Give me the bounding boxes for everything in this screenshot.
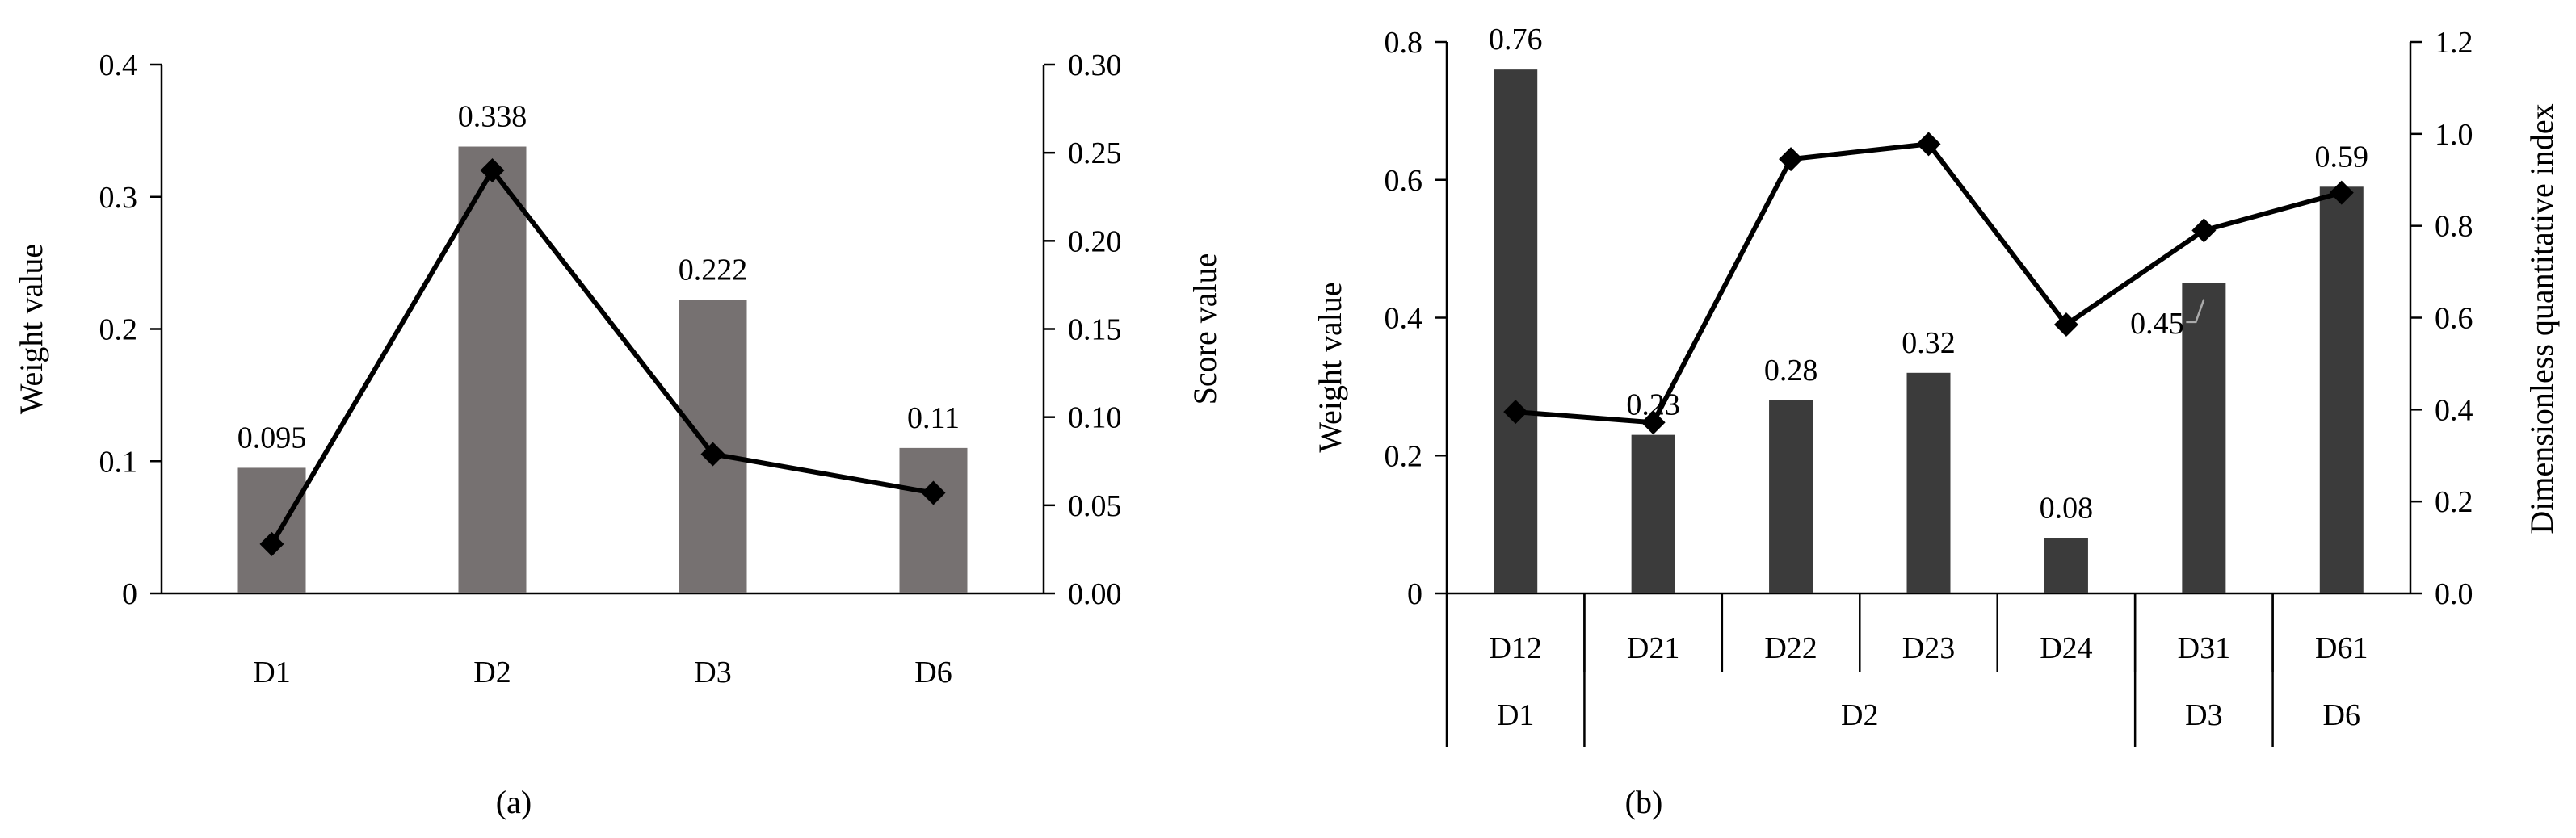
index-marker bbox=[2329, 180, 2354, 205]
caption-b: (b) bbox=[1625, 784, 1663, 820]
right-tick-label: 0.10 bbox=[1068, 401, 1122, 435]
right-tick-label: 0.8 bbox=[2435, 210, 2473, 244]
score-marker bbox=[480, 158, 505, 182]
bar bbox=[2182, 283, 2226, 593]
label-leader-line bbox=[2186, 299, 2205, 324]
right-tick-label: 0.05 bbox=[1068, 489, 1122, 523]
right-tick-label: 0.30 bbox=[1068, 48, 1122, 82]
right-axis-title: Dimensionless quantitative index bbox=[2523, 103, 2560, 534]
right-tick-label: 0.00 bbox=[1068, 577, 1122, 611]
score-marker bbox=[259, 531, 284, 556]
bar-data-label: 0.222 bbox=[679, 253, 748, 287]
right-tick-label: 0.25 bbox=[1068, 136, 1122, 170]
chart-a: 0 0.1 0.2 0.3 0.4 0.00 0.05 0.10 0.15 0.20 0.25 0.3… bbox=[13, 48, 1223, 820]
x-tick-label: D61 bbox=[2315, 631, 2368, 665]
right-tick-label: 0.0 bbox=[2435, 577, 2473, 611]
left-axis-title: Weight value bbox=[13, 244, 49, 414]
bar bbox=[899, 447, 968, 593]
x-tick-label: D2 bbox=[473, 656, 511, 689]
group-label: D6 bbox=[2323, 698, 2360, 732]
right-tick-label: 1.0 bbox=[2435, 118, 2473, 152]
score-marker bbox=[700, 442, 725, 467]
right-tick-label: 0.15 bbox=[1068, 313, 1122, 347]
index-marker bbox=[1503, 400, 1528, 425]
x-tick-label: D24 bbox=[2040, 631, 2092, 665]
index-marker bbox=[1641, 410, 1666, 435]
left-tick-label: 0.3 bbox=[99, 181, 138, 215]
bar bbox=[458, 146, 527, 593]
x-tick-label: D31 bbox=[2178, 631, 2230, 665]
bar-data-label: 0.338 bbox=[458, 100, 527, 134]
index-marker bbox=[2191, 218, 2217, 243]
bar-data-label: 0.32 bbox=[1902, 326, 1956, 360]
right-tick-label: 0.6 bbox=[2435, 302, 2473, 336]
index-marker bbox=[2053, 312, 2078, 337]
score-line bbox=[269, 168, 935, 546]
chart-b: 0 0.2 0.4 0.6 0.8 0.0 0.2 0.4 0.6 0.8 1.0 1.2 D1 D2 D3… bbox=[1312, 23, 2560, 820]
right-tick-label: 1.2 bbox=[2435, 26, 2473, 60]
index-marker bbox=[1779, 147, 1804, 172]
x-tick-label: D12 bbox=[1489, 631, 1541, 665]
index-marker bbox=[1916, 132, 1941, 157]
bar bbox=[2319, 186, 2364, 593]
bar-data-label: 0.59 bbox=[2315, 140, 2369, 174]
left-tick-label: 0.6 bbox=[1385, 164, 1423, 198]
bar bbox=[237, 467, 306, 593]
x-tick-label: D23 bbox=[1902, 631, 1955, 665]
bar-data-label: 0.095 bbox=[237, 421, 307, 455]
x-tick-label: D6 bbox=[914, 656, 952, 689]
group-label: D1 bbox=[1497, 698, 1534, 732]
x-tick-label: D21 bbox=[1627, 631, 1679, 665]
group-label: D2 bbox=[1841, 698, 1878, 732]
x-tick-label: D22 bbox=[1764, 631, 1817, 665]
left-tick-label: 0.8 bbox=[1385, 26, 1423, 60]
left-tick-label: 0.4 bbox=[1385, 302, 1423, 336]
bar-data-label: 0.23 bbox=[1626, 388, 1680, 422]
bar bbox=[1769, 400, 1813, 593]
right-axis-title: Score value bbox=[1187, 253, 1223, 405]
left-tick-label: 0.1 bbox=[99, 445, 138, 479]
bar bbox=[2044, 538, 2088, 593]
left-tick-label: 0 bbox=[122, 577, 137, 611]
bar bbox=[1494, 69, 1538, 593]
x-tick-label: D3 bbox=[694, 656, 731, 689]
group-label: D3 bbox=[2185, 698, 2222, 732]
bar-data-label: 0.11 bbox=[907, 401, 960, 435]
left-axis-title: Weight value bbox=[1312, 282, 1348, 452]
bar bbox=[1906, 372, 1951, 593]
right-tick-label: 0.2 bbox=[2435, 485, 2473, 519]
score-marker bbox=[921, 480, 946, 505]
left-tick-label: 0.2 bbox=[1385, 439, 1423, 473]
caption-a: (a) bbox=[496, 784, 532, 820]
x-tick-label: D1 bbox=[253, 656, 290, 689]
left-tick-label: 0.4 bbox=[99, 48, 138, 82]
left-tick-label: 0.2 bbox=[99, 313, 138, 347]
bar bbox=[1631, 434, 1675, 593]
bar-data-label: 0.08 bbox=[2040, 492, 2094, 526]
right-tick-label: 0.4 bbox=[2435, 393, 2473, 427]
left-tick-label: 0 bbox=[1407, 577, 1422, 611]
bar-data-label: 0.76 bbox=[1489, 23, 1543, 57]
bar-data-label: 0.28 bbox=[1764, 354, 1818, 388]
bar-data-label: 0.45 bbox=[2130, 307, 2184, 341]
right-tick-label: 0.20 bbox=[1068, 224, 1122, 258]
